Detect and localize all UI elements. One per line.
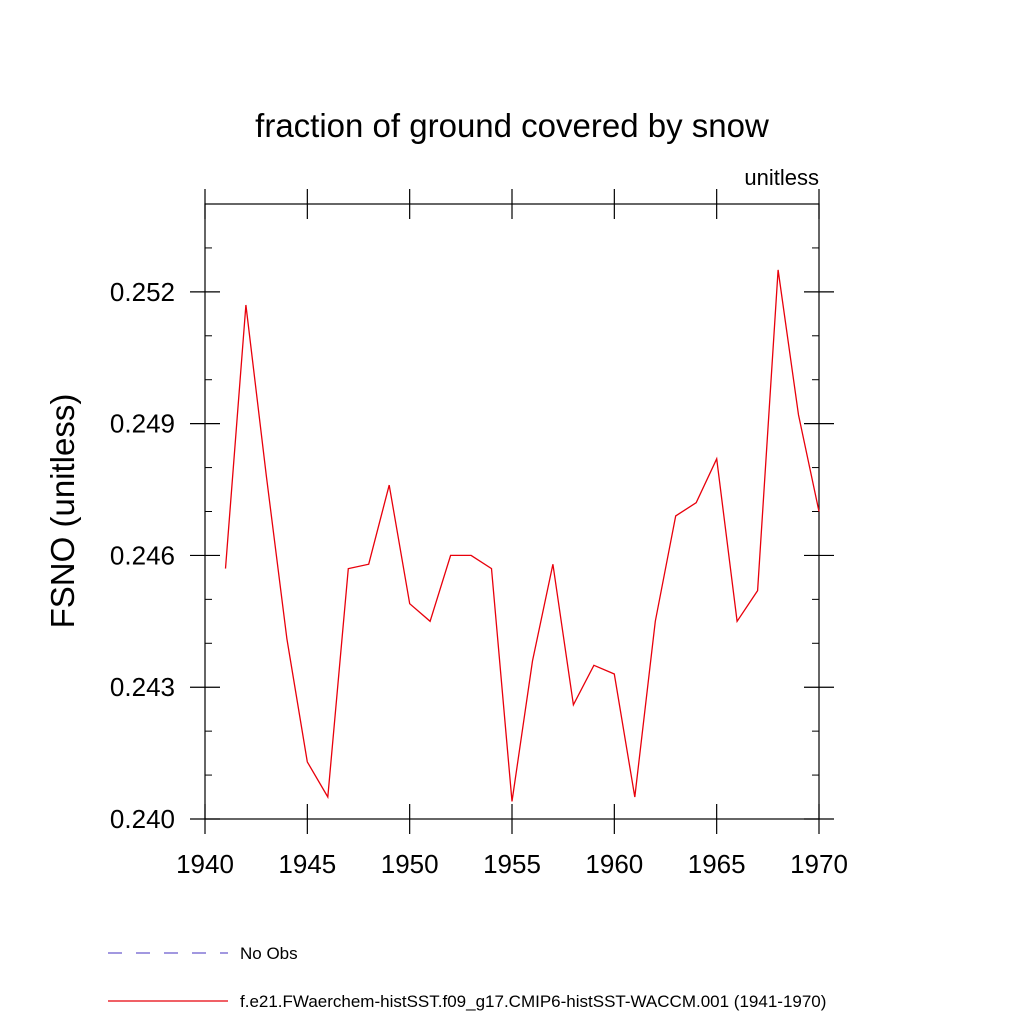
y-axis-label: FSNO (unitless) (44, 394, 81, 629)
legend-label-1: No Obs (240, 944, 298, 963)
y-tick-label: 0.249 (110, 409, 175, 439)
x-tick-label: 1955 (483, 849, 541, 879)
y-tick-label: 0.243 (110, 672, 175, 702)
y-tick-label: 0.240 (110, 804, 175, 834)
plot-frame (204, 203, 820, 820)
units-label: unitless (744, 165, 819, 190)
x-tick-label: 1970 (790, 849, 848, 879)
chart-title: fraction of ground covered by snow (255, 107, 769, 144)
legend-label-0: f.e21.FWaerchem-histSST.f09_g17.CMIP6-hi… (240, 992, 826, 1011)
y-tick-label: 0.246 (110, 540, 175, 570)
x-tick-label: 1940 (176, 849, 234, 879)
x-tick-label: 1945 (278, 849, 336, 879)
y-tick-label: 0.252 (110, 277, 175, 307)
series-line-0 (224, 269, 820, 802)
x-tick-label: 1965 (688, 849, 746, 879)
x-tick-label: 1950 (381, 849, 439, 879)
x-tick-label: 1960 (585, 849, 643, 879)
